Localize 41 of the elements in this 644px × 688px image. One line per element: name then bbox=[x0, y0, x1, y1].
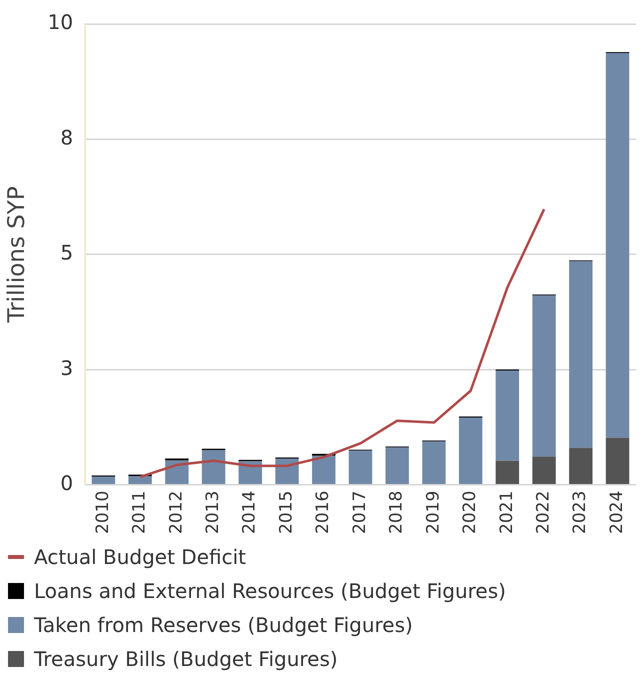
bar bbox=[569, 261, 593, 448]
legend-label: Taken from Reserves (Budget Figures) bbox=[34, 613, 413, 637]
x-tick-label: 2024 bbox=[606, 490, 627, 534]
bar bbox=[348, 450, 372, 484]
x-tick-label: 2021 bbox=[496, 490, 517, 534]
x-tick-label: 2018 bbox=[386, 490, 407, 534]
x-tick-label: 2015 bbox=[276, 490, 296, 534]
x-tick-label: 2014 bbox=[240, 490, 260, 534]
bar bbox=[496, 370, 520, 461]
x-tick-label: 2023 bbox=[570, 490, 590, 534]
x-tick-label: 2011 bbox=[130, 490, 150, 534]
bar bbox=[532, 295, 556, 457]
bar bbox=[312, 456, 336, 484]
y-tick-label: 8 bbox=[60, 125, 74, 150]
x-tick-label: 2022 bbox=[534, 490, 554, 534]
bar bbox=[128, 476, 152, 484]
x-tick-label: 2020 bbox=[460, 490, 480, 534]
bar bbox=[496, 460, 520, 484]
x-tick-label: 2012 bbox=[166, 490, 186, 534]
bar bbox=[606, 438, 630, 484]
y-tick-label: 3 bbox=[60, 356, 74, 380]
bar bbox=[92, 476, 116, 484]
y-tick-label: 0 bbox=[60, 470, 74, 495]
bar bbox=[422, 441, 446, 484]
legend-label: Treasury Bills (Budget Figures) bbox=[34, 647, 338, 671]
bar bbox=[385, 447, 409, 484]
bar bbox=[202, 450, 226, 484]
x-tick-label: 2019 bbox=[423, 490, 444, 534]
bar bbox=[606, 53, 630, 438]
y-tick-label: 5 bbox=[60, 240, 74, 265]
y-tick-label: 10 bbox=[48, 10, 74, 34]
x-tick-label: 2016 bbox=[313, 490, 334, 534]
x-tick-label: 2017 bbox=[350, 490, 370, 534]
x-tick-label: 2010 bbox=[92, 490, 113, 534]
x-tick-label: 2013 bbox=[203, 490, 223, 534]
bar bbox=[569, 448, 593, 484]
bar bbox=[532, 456, 556, 484]
bar bbox=[458, 417, 482, 484]
y-axis-title: Trillions SYP bbox=[4, 186, 30, 324]
legend-label: Loans and External Resources (Budget Figures) bbox=[34, 579, 506, 603]
legend-label: Actual Budget Deficit bbox=[34, 545, 246, 569]
